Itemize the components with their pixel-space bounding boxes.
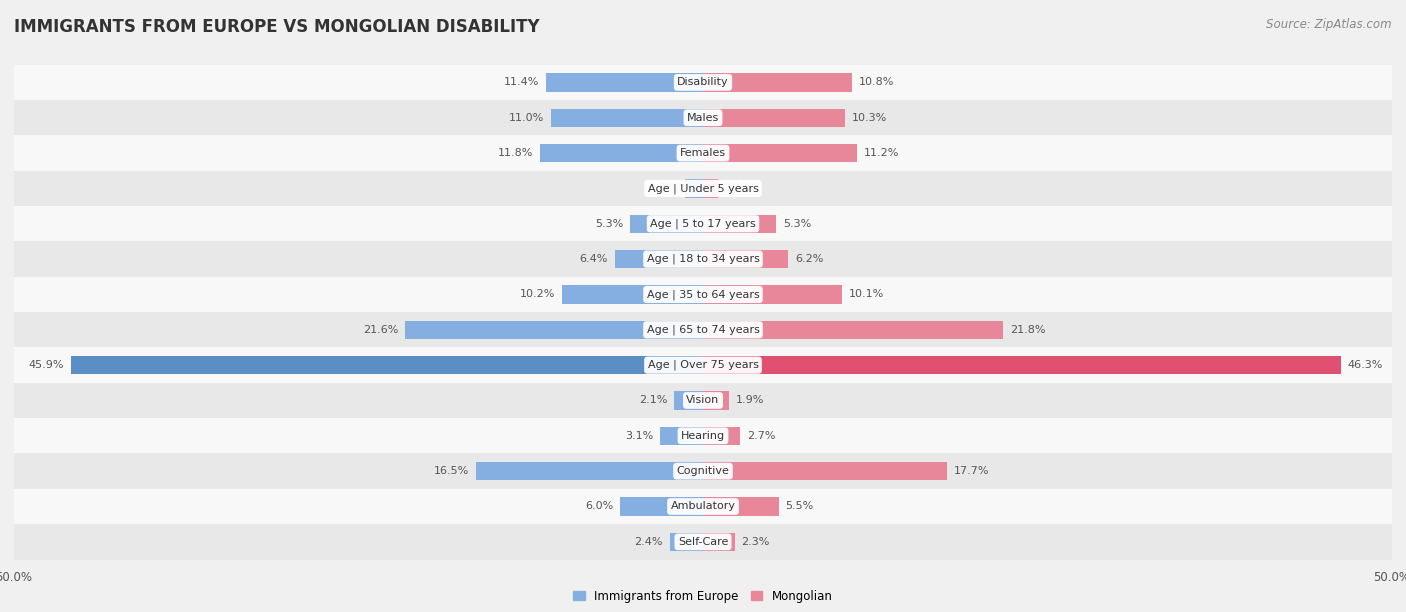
Text: 46.3%: 46.3% — [1348, 360, 1384, 370]
Text: 21.6%: 21.6% — [363, 325, 398, 335]
Bar — [703, 498, 779, 516]
Text: Age | 18 to 34 years: Age | 18 to 34 years — [647, 254, 759, 264]
Bar — [70, 356, 703, 375]
Bar — [703, 108, 845, 127]
Text: 11.8%: 11.8% — [498, 148, 533, 158]
Text: 1.9%: 1.9% — [737, 395, 765, 406]
Bar — [14, 382, 1392, 418]
Bar — [475, 462, 703, 480]
Bar — [14, 277, 1392, 312]
Bar — [630, 215, 703, 233]
Bar — [14, 65, 1392, 100]
Legend: Immigrants from Europe, Mongolian: Immigrants from Europe, Mongolian — [568, 585, 838, 607]
Bar — [405, 321, 703, 339]
Bar — [14, 171, 1392, 206]
Text: Age | Under 5 years: Age | Under 5 years — [648, 183, 758, 193]
Bar — [614, 250, 703, 268]
Bar — [14, 348, 1392, 382]
Bar — [703, 144, 858, 162]
Bar — [14, 242, 1392, 277]
Text: 1.1%: 1.1% — [725, 184, 754, 193]
Bar — [703, 321, 1004, 339]
Bar — [669, 532, 703, 551]
Text: 10.8%: 10.8% — [859, 77, 894, 88]
Bar — [703, 285, 842, 304]
Text: Vision: Vision — [686, 395, 720, 406]
Text: Age | 65 to 74 years: Age | 65 to 74 years — [647, 324, 759, 335]
Text: Age | Over 75 years: Age | Over 75 years — [648, 360, 758, 370]
Bar — [703, 462, 946, 480]
Bar — [703, 391, 730, 409]
Bar — [14, 418, 1392, 453]
Text: Self-Care: Self-Care — [678, 537, 728, 547]
Text: Females: Females — [681, 148, 725, 158]
Bar — [703, 250, 789, 268]
Bar — [14, 489, 1392, 524]
Text: 6.2%: 6.2% — [796, 254, 824, 264]
Text: 16.5%: 16.5% — [433, 466, 468, 476]
Text: 11.4%: 11.4% — [503, 77, 538, 88]
Bar — [14, 312, 1392, 348]
Bar — [14, 100, 1392, 135]
Text: Hearing: Hearing — [681, 431, 725, 441]
Text: IMMIGRANTS FROM EUROPE VS MONGOLIAN DISABILITY: IMMIGRANTS FROM EUROPE VS MONGOLIAN DISA… — [14, 18, 540, 36]
Text: 17.7%: 17.7% — [953, 466, 990, 476]
Text: 6.0%: 6.0% — [585, 501, 613, 512]
Bar — [703, 356, 1341, 375]
Text: 10.2%: 10.2% — [520, 289, 555, 299]
Bar — [14, 135, 1392, 171]
Text: Age | 5 to 17 years: Age | 5 to 17 years — [650, 218, 756, 229]
Bar — [673, 391, 703, 409]
Text: Disability: Disability — [678, 77, 728, 88]
Bar — [703, 73, 852, 92]
Text: 2.1%: 2.1% — [638, 395, 668, 406]
Text: Source: ZipAtlas.com: Source: ZipAtlas.com — [1267, 18, 1392, 31]
Text: 10.1%: 10.1% — [849, 289, 884, 299]
Bar — [703, 427, 740, 445]
Text: 21.8%: 21.8% — [1011, 325, 1046, 335]
Text: 2.3%: 2.3% — [741, 537, 770, 547]
Text: 6.4%: 6.4% — [579, 254, 607, 264]
Text: Males: Males — [688, 113, 718, 123]
Bar — [703, 179, 718, 198]
Text: 10.3%: 10.3% — [852, 113, 887, 123]
Bar — [703, 215, 776, 233]
Text: 5.5%: 5.5% — [786, 501, 814, 512]
Bar — [661, 427, 703, 445]
Bar — [14, 453, 1392, 489]
Text: Cognitive: Cognitive — [676, 466, 730, 476]
Text: 11.2%: 11.2% — [865, 148, 900, 158]
Text: Age | 35 to 64 years: Age | 35 to 64 years — [647, 289, 759, 300]
Bar — [620, 498, 703, 516]
Text: 2.7%: 2.7% — [747, 431, 776, 441]
Text: 3.1%: 3.1% — [626, 431, 654, 441]
Text: 5.3%: 5.3% — [783, 218, 811, 229]
Bar — [703, 532, 735, 551]
Bar — [685, 179, 703, 198]
Text: 5.3%: 5.3% — [595, 218, 623, 229]
Bar — [14, 206, 1392, 242]
Bar — [540, 144, 703, 162]
Bar — [562, 285, 703, 304]
Text: 1.3%: 1.3% — [650, 184, 678, 193]
Text: 45.9%: 45.9% — [28, 360, 63, 370]
Text: Ambulatory: Ambulatory — [671, 501, 735, 512]
Text: 2.4%: 2.4% — [634, 537, 664, 547]
Bar — [14, 524, 1392, 559]
Bar — [551, 108, 703, 127]
Bar — [546, 73, 703, 92]
Text: 11.0%: 11.0% — [509, 113, 544, 123]
